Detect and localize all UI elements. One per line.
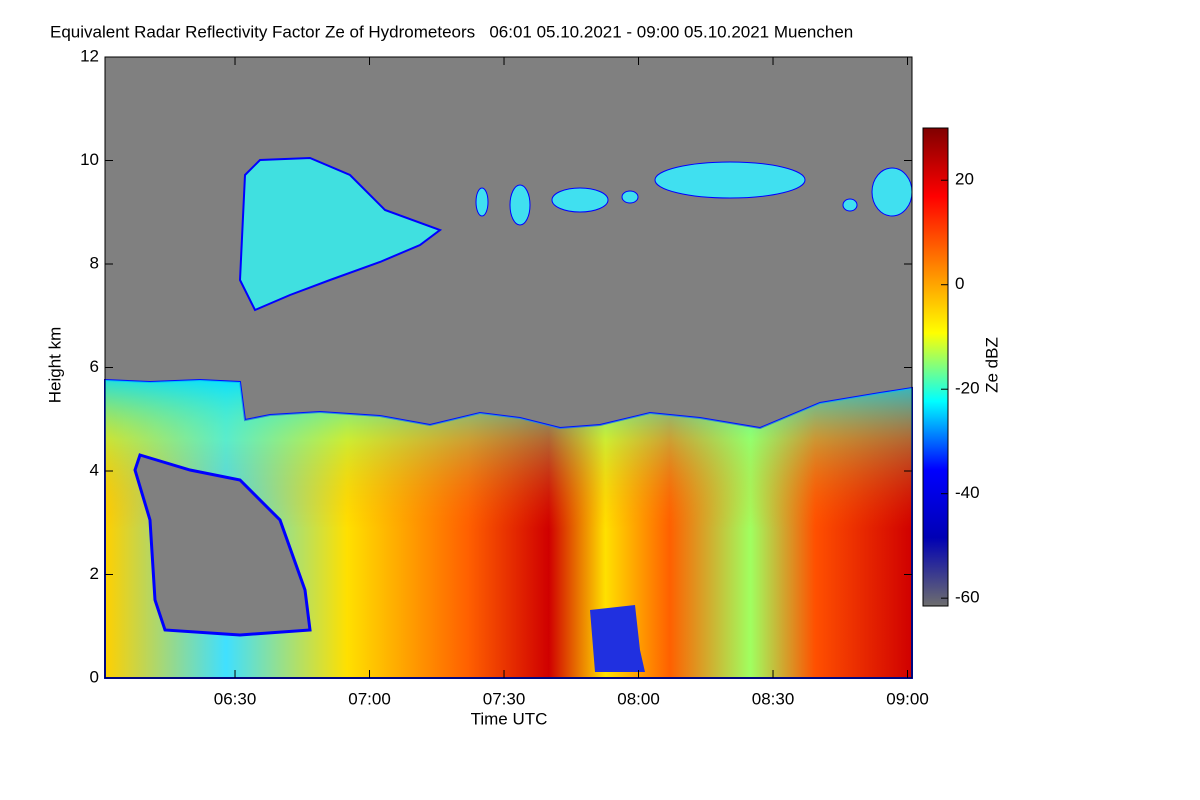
y-axis-label: Height km [45, 327, 64, 404]
x-axis-label: Time UTC [471, 709, 548, 728]
y-tick-label: 0 [90, 667, 99, 686]
y-tick-label: 12 [80, 46, 99, 65]
colorbar-tick-label: -20 [955, 379, 980, 398]
colorbar-tick-label: -60 [955, 588, 980, 607]
colorbar-tick-label: -40 [955, 483, 980, 502]
radar-field [104, 57, 913, 679]
x-tick-label: 09:00 [886, 689, 929, 708]
y-tick-label: 6 [90, 357, 99, 376]
colorbar-label: Ze dBZ [982, 337, 1001, 393]
y-tick-label: 10 [80, 150, 99, 169]
y-tick-label: 2 [90, 564, 99, 583]
y-tick-label: 4 [90, 460, 99, 479]
x-tick-label: 06:30 [214, 689, 257, 708]
colorbar-tick-label: 0 [955, 274, 964, 293]
y-tick-label: 8 [90, 253, 99, 272]
colorbar-tick-label: 20 [955, 170, 974, 189]
x-tick-label: 08:30 [752, 689, 795, 708]
x-tick-label: 07:30 [483, 689, 526, 708]
x-tick-label: 07:00 [348, 689, 391, 708]
chart-title: Equivalent Radar Reflectivity Factor Ze … [50, 22, 853, 41]
colorbar [922, 127, 949, 607]
x-tick-label: 08:00 [617, 689, 660, 708]
